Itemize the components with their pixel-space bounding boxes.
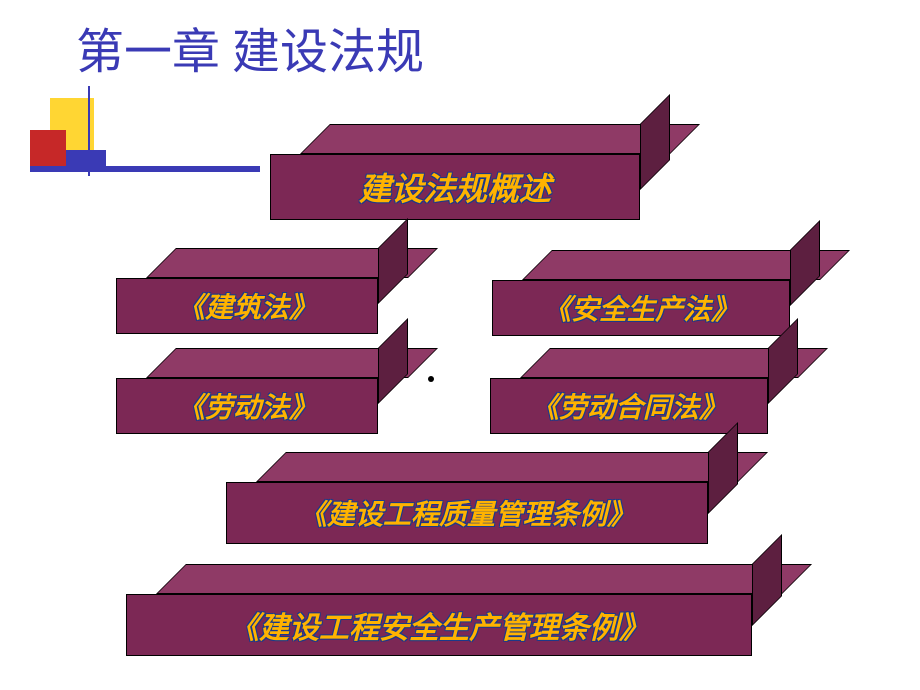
box-label: 建设法规概述 bbox=[359, 164, 551, 210]
box-side bbox=[378, 318, 408, 404]
decor-vline bbox=[88, 86, 90, 176]
diagram-box-0: 建设法规概述 bbox=[270, 154, 640, 220]
box-top bbox=[256, 452, 768, 482]
diagram-box-3: 《劳动法》 bbox=[116, 378, 378, 434]
box-front: 《建设工程质量管理条例》 bbox=[226, 482, 708, 544]
box-front: 建设法规概述 bbox=[270, 154, 640, 220]
box-front: 《安全生产法》 bbox=[492, 280, 790, 336]
decor-block bbox=[30, 130, 66, 166]
box-label: 《建设工程质量管理条例》 bbox=[299, 493, 635, 533]
box-side bbox=[752, 534, 782, 626]
box-side bbox=[790, 220, 820, 306]
center-dot bbox=[428, 376, 434, 382]
box-label: 《劳动合同法》 bbox=[531, 386, 727, 426]
box-side bbox=[640, 94, 670, 190]
page-title: 第一章 建设法规 bbox=[76, 12, 424, 82]
diagram-box-5: 《建设工程质量管理条例》 bbox=[226, 482, 708, 544]
box-label: 《建设工程安全生产管理条例》 bbox=[229, 603, 649, 647]
box-side bbox=[708, 422, 738, 514]
diagram-box-6: 《建设工程安全生产管理条例》 bbox=[126, 594, 752, 656]
box-label: 《安全生产法》 bbox=[543, 288, 739, 328]
decor-hline bbox=[30, 166, 260, 172]
box-side bbox=[378, 218, 408, 304]
box-front: 《劳动合同法》 bbox=[490, 378, 768, 434]
diagram-box-4: 《劳动合同法》 bbox=[490, 378, 768, 434]
box-top bbox=[156, 564, 812, 594]
diagram-box-1: 《建筑法》 bbox=[116, 278, 378, 334]
box-front: 《劳动法》 bbox=[116, 378, 378, 434]
box-label: 《建筑法》 bbox=[177, 286, 317, 326]
box-front: 《建设工程安全生产管理条例》 bbox=[126, 594, 752, 656]
box-front: 《建筑法》 bbox=[116, 278, 378, 334]
diagram-box-2: 《安全生产法》 bbox=[492, 280, 790, 336]
box-label: 《劳动法》 bbox=[177, 386, 317, 426]
